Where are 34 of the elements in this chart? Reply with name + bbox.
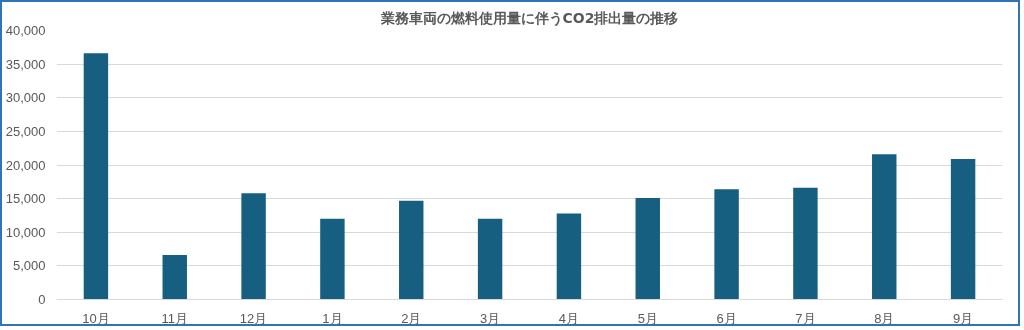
bar	[714, 189, 739, 300]
chart-title: 業務車両の燃料使用量に伴うCO2排出量の推移	[379, 9, 679, 27]
x-tick-label: 12月	[239, 310, 268, 326]
x-tick-label: 8月	[874, 310, 895, 326]
x-tick-label: 2月	[401, 310, 422, 326]
bar	[556, 213, 582, 300]
bar	[83, 53, 109, 300]
bar	[162, 255, 187, 300]
bar	[399, 200, 424, 300]
bar	[320, 218, 345, 300]
x-tick-label: 10月	[82, 310, 110, 326]
x-tick-label: 4月	[558, 310, 580, 326]
y-tick-label: 35,000	[5, 56, 46, 72]
x-tick-label: 11月	[161, 310, 188, 326]
bar	[950, 158, 976, 300]
y-tick-label: 0	[38, 292, 46, 307]
bar	[477, 218, 503, 300]
bar	[793, 187, 818, 300]
y-tick-label: 40,000	[5, 23, 46, 38]
x-tick-label: 9月	[952, 310, 974, 326]
y-tick-label: 10,000	[5, 224, 46, 240]
bar	[635, 197, 660, 300]
y-tick-label: 20,000	[5, 157, 46, 173]
bar	[872, 154, 897, 300]
x-tick-label: 3月	[479, 310, 501, 326]
bar	[241, 193, 266, 300]
y-tick-label: 5,000	[12, 258, 46, 274]
y-tick-label: 15,000	[5, 191, 46, 207]
y-tick-label: 30,000	[5, 90, 46, 106]
x-tick-label: 6月	[716, 310, 737, 326]
x-tick-label: 5月	[637, 310, 658, 326]
y-tick-label: 25,000	[5, 123, 46, 139]
x-tick-label: 1月	[322, 310, 343, 326]
x-tick-label: 7月	[795, 310, 816, 326]
